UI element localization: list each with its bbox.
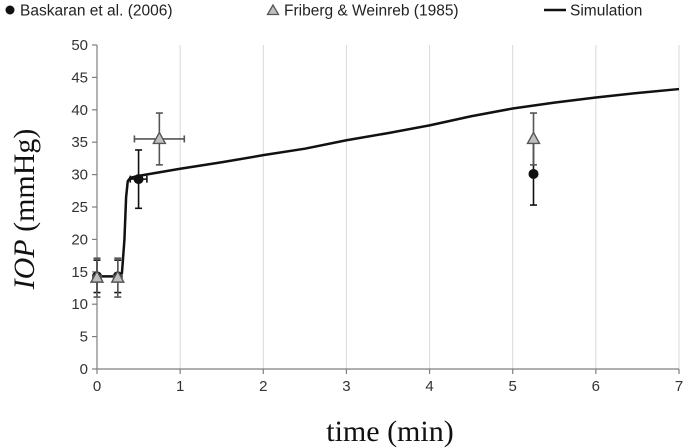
- legend-marker-baskaran: [5, 5, 15, 15]
- friberg-point-0: [89, 269, 105, 283]
- series-layer: [89, 87, 680, 298]
- legend-label-baskaran: Baskaran et al. (2006): [20, 3, 173, 20]
- friberg-point-1: [110, 269, 125, 283]
- x-tick-labels: 0 1 2 3 4 5 6 7: [93, 378, 683, 395]
- friberg-point-3: [526, 130, 541, 145]
- x-tick-label-5: 5: [509, 378, 517, 395]
- x-tick-label-2: 2: [259, 378, 267, 395]
- x-tick-label-6: 6: [592, 378, 600, 395]
- x-tick-label-3: 3: [342, 378, 350, 395]
- baskaran-point-2: [133, 174, 144, 185]
- y-axis-label-unit: (mmHg): [8, 129, 41, 240]
- y-tick-label-3: 15: [71, 264, 88, 281]
- y-tick-label-10: 50: [71, 37, 88, 54]
- x-tick-label-4: 4: [425, 378, 433, 395]
- y-tick-label-4: 20: [71, 231, 88, 248]
- y-tick-label-9: 45: [71, 69, 88, 86]
- y-tick-label-1: 5: [80, 329, 88, 346]
- y-axis-label: IOP (mmHg): [8, 129, 41, 291]
- y-tick-label-6: 30: [71, 167, 88, 184]
- y-tick-labels: 0 5 10 15 20 25 30 35 40 45 50: [71, 37, 88, 378]
- gridlines: [179, 45, 680, 369]
- baskaran-point-3: [528, 168, 539, 179]
- legend-label-simulation: Simulation: [570, 3, 642, 20]
- legend: Baskaran et al. (2006) Friberg & Weinreb…: [5, 3, 642, 20]
- x-tick-label-0: 0: [93, 378, 101, 395]
- legend-marker-friberg: [266, 3, 280, 16]
- axes: [92, 44, 680, 374]
- legend-label-friberg: Friberg & Weinreb (1985): [284, 3, 459, 20]
- simulation-line: [97, 87, 680, 278]
- y-axis-label-italic: IOP: [8, 239, 41, 290]
- y-tick-label-7: 35: [71, 134, 88, 151]
- y-tick-label-5: 25: [71, 199, 88, 216]
- x-tick-label-1: 1: [176, 378, 184, 395]
- y-tick-label-2: 10: [71, 296, 88, 313]
- x-tick-label-7: 7: [675, 378, 683, 395]
- y-tick-label-8: 40: [71, 102, 88, 119]
- x-axis-label: time (min): [326, 415, 453, 448]
- friberg-point-2: [152, 130, 167, 145]
- y-tick-label-0: 0: [80, 361, 88, 378]
